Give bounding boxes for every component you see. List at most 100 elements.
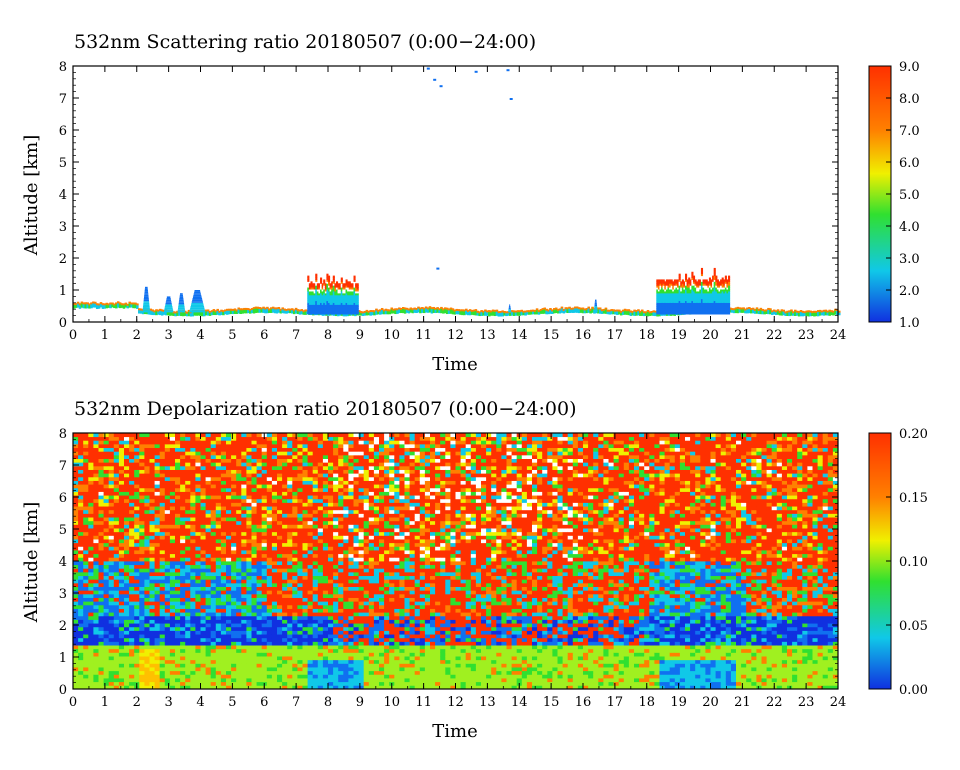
heatmap-cell <box>144 564 150 569</box>
heatmap-cell <box>231 498 237 503</box>
heatmap-cell <box>210 656 217 661</box>
heatmap-cell <box>315 300 318 303</box>
heatmap-cell <box>312 289 315 292</box>
heatmap-cell <box>675 296 678 300</box>
heatmap-cell <box>139 597 145 602</box>
heatmap-cell <box>164 586 171 591</box>
heatmap-cell <box>205 495 212 500</box>
heatmap-cell <box>662 312 665 315</box>
heatmap-cell <box>124 447 130 452</box>
heatmap-cell <box>190 615 196 620</box>
heatmap-cell <box>210 571 217 577</box>
heatmap-cell <box>728 294 731 298</box>
x-tick-label: 22 <box>766 328 783 343</box>
heatmap-cell <box>665 292 668 296</box>
heatmap-cell <box>108 550 115 555</box>
heatmap-cell <box>195 634 201 639</box>
heatmap-cell <box>657 296 660 300</box>
heatmap-cell <box>179 299 184 302</box>
heatmap-cell <box>88 637 94 642</box>
heatmap-cell <box>73 641 79 646</box>
heatmap-cell <box>715 287 718 290</box>
heatmap-cell <box>190 550 196 555</box>
heatmap-cell <box>231 630 237 635</box>
heatmap-cell <box>118 509 125 514</box>
heatmap-cell <box>185 670 191 675</box>
heatmap-cell <box>139 652 145 657</box>
heatmap-cell <box>195 311 198 316</box>
heatmap-cell <box>180 641 186 646</box>
heatmap-cell <box>129 586 135 591</box>
heatmap-cell <box>816 310 820 317</box>
heatmap-cell <box>801 310 805 313</box>
heatmap-cell <box>205 550 212 555</box>
heatmap-cell <box>683 296 686 300</box>
heatmap-cell <box>646 310 650 317</box>
heatmap-cell <box>413 307 416 310</box>
heatmap-cell <box>702 292 705 296</box>
heatmap-cell <box>215 469 222 474</box>
heatmap-cell <box>318 310 321 313</box>
heatmap-cell <box>226 575 232 580</box>
heatmap-cell <box>210 593 217 598</box>
heatmap-cell <box>78 476 84 481</box>
heatmap-cell <box>149 579 155 584</box>
heatmap-cell <box>652 310 655 313</box>
heatmap-cell <box>269 307 273 310</box>
heatmap-cell <box>670 281 673 284</box>
heatmap-cell <box>195 550 201 555</box>
heatmap-cell <box>195 586 201 591</box>
heatmap-cell <box>164 451 171 456</box>
heatmap-cell <box>700 281 704 284</box>
heatmap-cell <box>139 634 145 639</box>
heatmap-cell <box>321 306 324 309</box>
heatmap-cell <box>139 480 145 485</box>
heatmap-cell <box>702 283 705 286</box>
heatmap-cell <box>231 458 237 463</box>
heatmap-cell <box>215 634 222 639</box>
heatmap-cell <box>164 440 171 445</box>
heatmap-cell <box>103 498 110 503</box>
heatmap-cell <box>98 681 104 686</box>
heatmap-cell <box>180 590 186 595</box>
heatmap-cell <box>208 311 212 314</box>
heatmap-cell <box>220 557 227 562</box>
heatmap-cell <box>107 303 110 306</box>
heatmap-cell <box>205 539 212 544</box>
heatmap-cell <box>661 287 664 290</box>
heatmap-cell <box>149 513 155 518</box>
heatmap-cell <box>685 287 688 290</box>
heatmap-cell <box>159 670 166 675</box>
heatmap-cell <box>164 443 171 449</box>
heatmap-cell <box>721 300 724 303</box>
heatmap-cell <box>312 304 315 307</box>
heatmap-cell <box>326 294 329 298</box>
heatmap-cell <box>675 310 678 313</box>
heatmap-cell <box>451 308 455 315</box>
heatmap-cell <box>190 608 196 613</box>
heatmap-cell <box>765 309 768 312</box>
heatmap-cell <box>574 307 577 313</box>
heatmap-cell <box>246 601 252 606</box>
heatmap-cell <box>190 582 196 587</box>
heatmap-cell <box>686 308 689 311</box>
heatmap-cell <box>685 308 688 311</box>
heatmap-cell <box>713 283 716 286</box>
heatmap-cell <box>185 542 191 547</box>
heatmap-cell <box>149 670 155 675</box>
heatmap-cell <box>667 283 670 286</box>
heatmap-cell <box>705 300 708 303</box>
heatmap-cell <box>236 462 242 467</box>
heatmap-cell <box>93 531 99 536</box>
heatmap-cell <box>144 502 150 507</box>
heatmap-cell <box>154 520 161 525</box>
heatmap-cell <box>318 289 321 292</box>
heatmap-cell <box>210 608 217 613</box>
heatmap-cell <box>708 290 711 294</box>
heatmap-cell <box>73 630 79 635</box>
heatmap-cell <box>134 495 140 500</box>
heatmap-cell <box>154 462 161 467</box>
heatmap-cell <box>88 630 94 635</box>
heatmap-cell <box>726 308 729 311</box>
heatmap-cell <box>231 447 237 452</box>
